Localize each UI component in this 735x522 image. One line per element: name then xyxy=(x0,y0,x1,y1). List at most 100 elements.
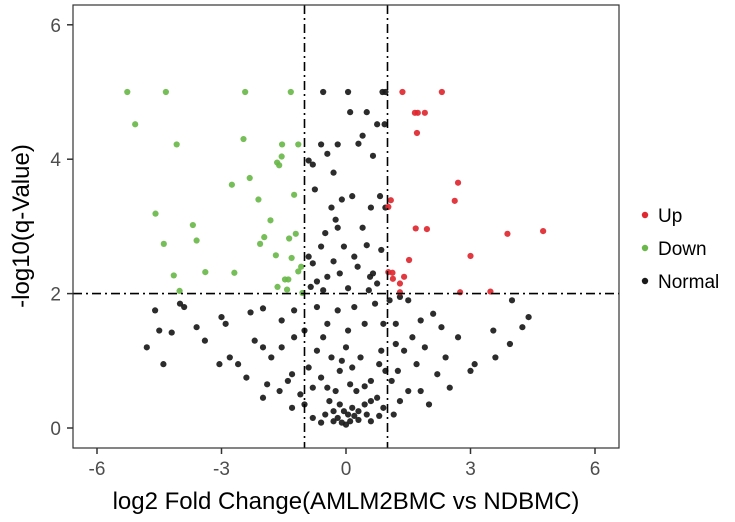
data-point xyxy=(242,88,249,96)
data-point xyxy=(369,152,377,159)
y-tick-label: 6 xyxy=(50,16,61,37)
data-point xyxy=(291,191,298,198)
data-point xyxy=(388,377,395,385)
data-point xyxy=(278,317,285,324)
data-point xyxy=(247,309,254,316)
data-point xyxy=(361,383,368,390)
legend-item-down: Down xyxy=(641,239,707,260)
data-point xyxy=(454,334,462,341)
threshold-lines xyxy=(73,5,619,448)
data-point xyxy=(193,324,200,331)
data-point xyxy=(399,88,406,96)
data-point xyxy=(413,129,421,137)
data-point xyxy=(446,384,453,391)
data-point xyxy=(330,418,337,425)
data-point xyxy=(202,268,209,276)
data-point xyxy=(454,179,462,186)
data-point xyxy=(506,340,514,348)
data-point xyxy=(340,408,348,415)
data-point xyxy=(361,320,368,327)
data-point xyxy=(363,242,370,249)
data-point xyxy=(228,181,235,188)
data-point xyxy=(467,367,474,374)
data-point xyxy=(334,414,341,422)
data-point xyxy=(313,278,321,285)
legend-dot-icon xyxy=(641,211,649,219)
x-tick-label: 6 xyxy=(590,459,601,480)
data-point xyxy=(259,394,267,401)
data-point xyxy=(292,230,299,237)
data-point xyxy=(349,193,356,200)
series-down xyxy=(124,88,306,297)
data-point xyxy=(311,186,318,193)
data-point xyxy=(525,314,532,321)
data-point xyxy=(291,307,298,314)
legend-label: Down xyxy=(658,239,707,260)
data-point xyxy=(451,197,458,204)
data-point xyxy=(405,297,412,304)
data-point xyxy=(324,150,331,157)
data-point xyxy=(334,141,341,148)
data-point xyxy=(355,140,362,147)
data-point xyxy=(338,196,345,203)
data-point xyxy=(378,347,385,354)
x-tick-label: -3 xyxy=(213,459,230,480)
data-point xyxy=(342,421,350,428)
data-point xyxy=(359,224,366,231)
data-point xyxy=(287,88,294,96)
data-point xyxy=(371,300,379,307)
data-point xyxy=(347,418,354,425)
data-point xyxy=(409,334,416,341)
data-point xyxy=(378,246,385,254)
data-point xyxy=(355,416,362,424)
legend-item-normal: Normal xyxy=(641,272,719,293)
data-point xyxy=(467,252,474,260)
data-point xyxy=(379,88,386,96)
data-point xyxy=(367,418,374,425)
data-point xyxy=(376,412,383,420)
data-point xyxy=(367,204,374,211)
data-point xyxy=(246,174,253,182)
data-point xyxy=(324,273,331,280)
legend: Up Down Normal xyxy=(641,206,719,293)
data-point xyxy=(405,256,413,264)
data-point xyxy=(259,344,267,351)
data-point xyxy=(218,314,225,321)
data-point xyxy=(380,404,387,411)
data-point xyxy=(359,132,366,139)
data-point xyxy=(288,254,295,262)
data-point xyxy=(457,289,464,296)
data-point xyxy=(243,374,250,381)
data-point xyxy=(366,273,374,280)
x-axis-title: log2 Fold Change(AMLM2BMC vs NDBMC) xyxy=(113,488,580,515)
data-point xyxy=(357,354,364,361)
data-point xyxy=(394,367,401,374)
data-point xyxy=(385,203,392,211)
data-point xyxy=(320,88,327,96)
data-point xyxy=(355,408,362,415)
data-point xyxy=(326,398,333,405)
data-point xyxy=(283,286,291,293)
data-point xyxy=(434,371,441,378)
data-point xyxy=(276,387,283,395)
data-point xyxy=(421,109,428,116)
data-point xyxy=(318,141,325,148)
data-point xyxy=(181,303,188,311)
data-point xyxy=(256,240,264,247)
data-point xyxy=(349,404,356,411)
data-point xyxy=(285,276,292,283)
data-point xyxy=(152,307,159,314)
data-point xyxy=(336,401,343,408)
data-point xyxy=(519,324,526,331)
data-point xyxy=(307,283,314,290)
data-point xyxy=(380,320,387,327)
data-point xyxy=(189,221,196,229)
data-point xyxy=(387,197,394,204)
data-point xyxy=(272,252,279,259)
data-point xyxy=(490,327,497,334)
legend-dot-icon xyxy=(641,277,649,285)
plot-panel xyxy=(73,5,619,448)
data-point xyxy=(338,357,345,364)
data-point xyxy=(291,334,298,341)
y-tick-label: 2 xyxy=(50,285,61,306)
